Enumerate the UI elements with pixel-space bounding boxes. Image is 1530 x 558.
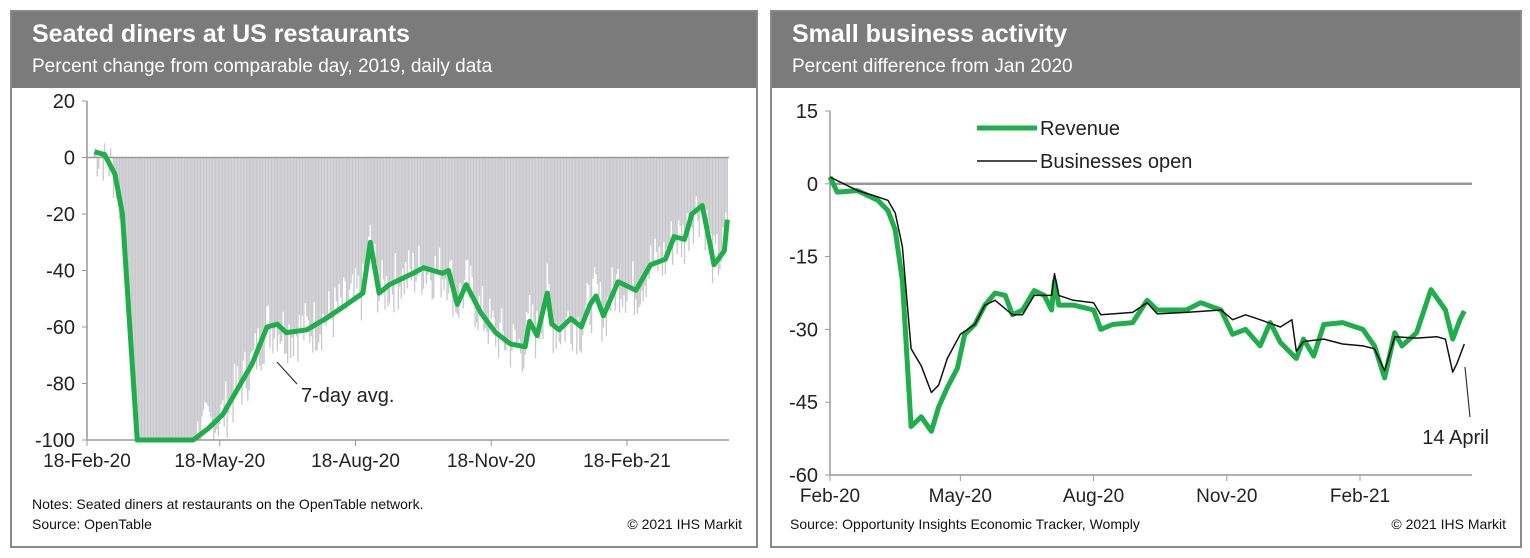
seated-diners-panel: Seated diners at US restaurants Percent … [10,10,758,548]
x-tick-label: 18-Aug-20 [311,451,400,472]
y-tick-label: -100 [35,430,75,452]
chart-title: Seated diners at US restaurants [32,20,410,48]
chart-source: Source: Opportunity Insights Economic Tr… [790,516,1140,532]
chart-copyright: © 2021 IHS Markit [1391,516,1506,532]
y-tick-label: -60 [789,465,818,487]
y-tick-label: 0 [807,174,818,196]
x-tick-label: May-20 [929,486,992,507]
y-tick-label: -45 [789,392,818,414]
y-tick-label: -30 [789,319,818,341]
chart-copyright: © 2021 IHS Markit [627,516,742,532]
y-tick-label: -60 [46,317,75,339]
chart-subtitle: Percent change from comparable day, 2019… [32,56,493,77]
legend-label-revenue: Revenue [1040,118,1120,140]
y-tick-label: -20 [46,204,75,226]
y-tick-label: -15 [789,247,818,269]
x-tick-label: 18-Feb-20 [43,451,131,472]
chart-header: Small business activity Percent differen… [772,12,1520,88]
x-tick-label: 18-Nov-20 [447,451,536,472]
x-tick-label: Feb-21 [1330,486,1390,507]
y-tick-label: -40 [46,261,75,283]
y-tick-label: 20 [53,91,75,113]
annotation-leader [276,361,298,385]
legend-label-businesses-open: Businesses open [1040,151,1192,173]
chart-notes: Notes: Seated diners at restaurants on t… [32,496,424,512]
annotation-label: 7-day avg. [301,385,394,407]
chart-source: Source: OpenTable [32,516,152,532]
series-line-7-day-avg- [93,149,730,443]
x-tick-label: 18-May-20 [174,451,265,472]
y-tick-label: 15 [796,101,818,123]
x-tick-label: Aug-20 [1063,486,1124,507]
y-tick-label: 0 [64,148,75,170]
annotation-leader [1464,366,1471,418]
x-tick-label: Feb-20 [800,486,860,507]
series-line-revenue [827,175,1467,434]
chart-header: Seated diners at US restaurants Percent … [12,12,756,88]
annotation-label: 14 April [1422,427,1489,449]
x-tick-label: 18-Feb-21 [583,451,671,472]
chart-title: Small business activity [792,20,1068,48]
x-tick-label: Nov-20 [1196,486,1257,507]
small-business-panel: Small business activity Percent differen… [770,10,1522,548]
y-tick-label: -80 [46,374,75,396]
series-line-businesses-open [829,176,1466,394]
chart-subtitle: Percent difference from Jan 2020 [792,56,1073,77]
